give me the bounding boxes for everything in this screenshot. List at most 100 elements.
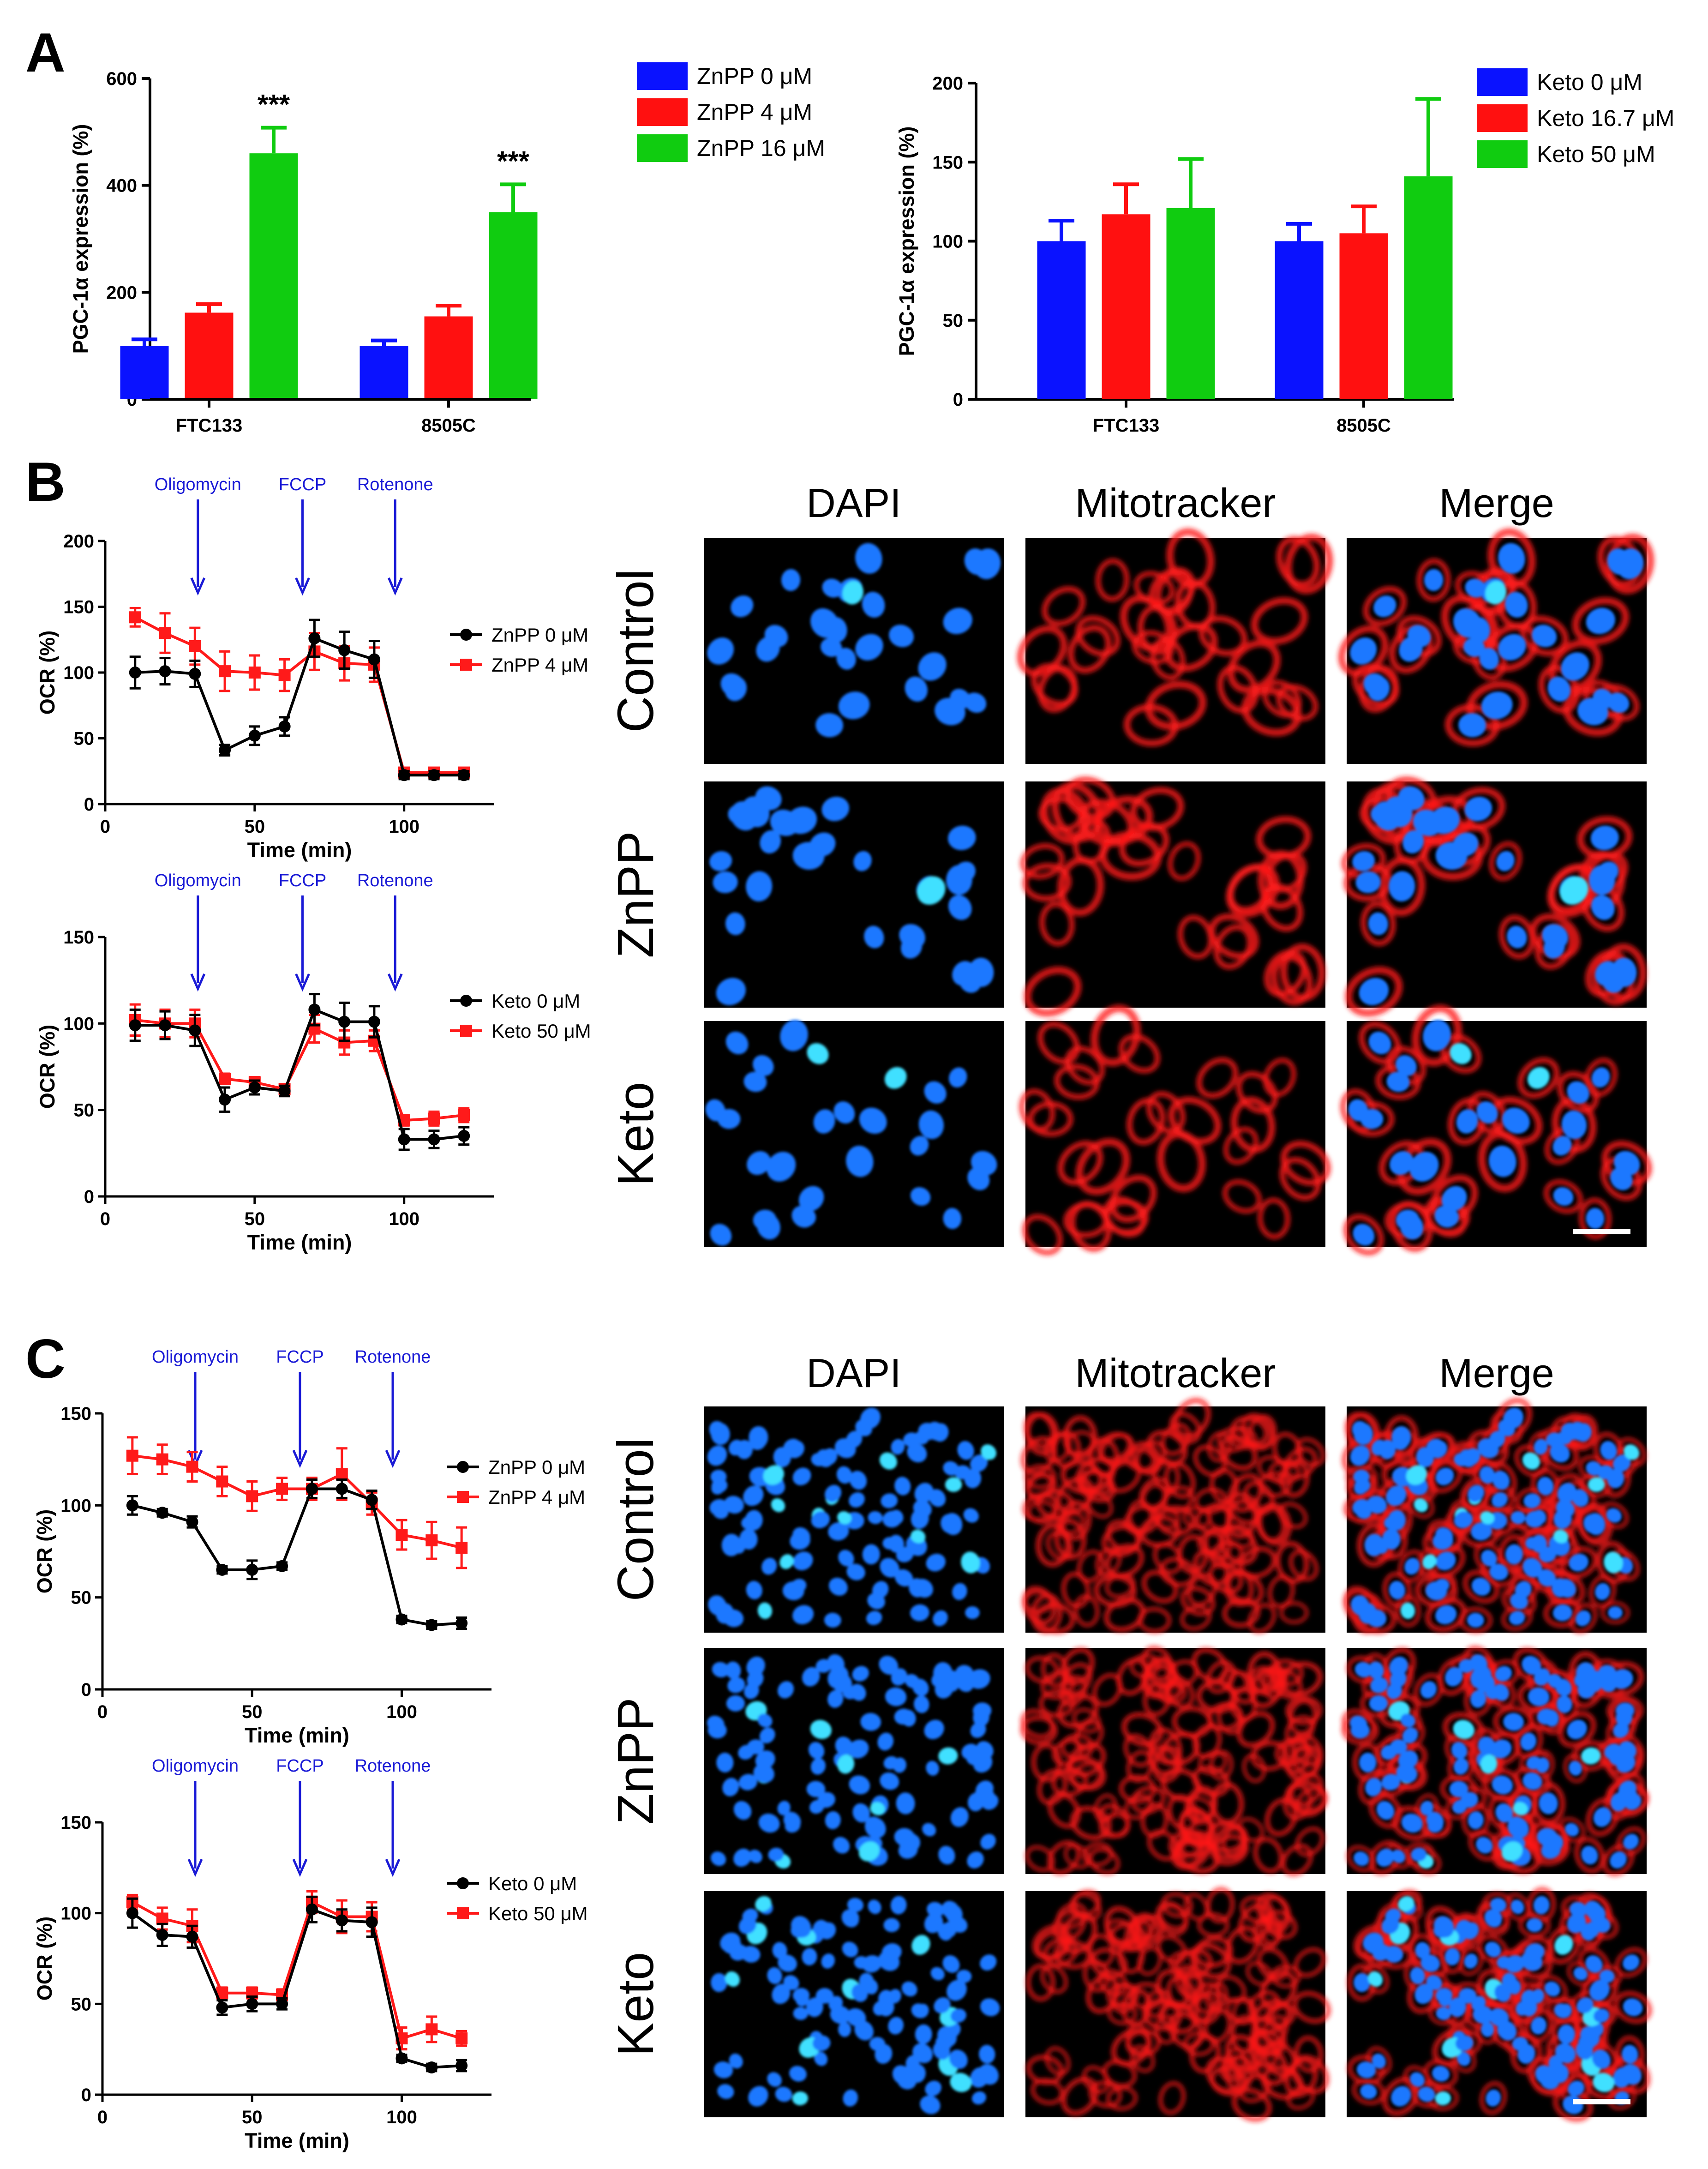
mitochondria-ring — [1247, 1665, 1273, 1694]
mitochondria-ring — [1017, 625, 1067, 677]
mitochondria-ring — [1036, 1523, 1071, 1568]
drug-event-label: Rotenone — [357, 475, 433, 494]
nucleus — [822, 578, 843, 598]
mitochondria-ring — [1501, 1605, 1533, 1631]
nucleus — [1494, 1984, 1511, 2002]
mitochondria-ring — [1125, 2029, 1161, 2057]
nucleus — [903, 1432, 920, 1447]
nucleus — [1486, 2089, 1501, 2107]
nucleus — [1567, 1913, 1586, 1933]
nucleus — [1512, 2037, 1528, 2051]
nucleus — [1368, 1971, 1383, 1987]
nucleus — [967, 1851, 984, 1869]
mitochondria-ring — [1037, 665, 1078, 713]
legend-label: ZnPP 16 μM — [697, 135, 825, 161]
micrograph-dapi — [704, 538, 1004, 764]
mitochondria-ring — [1579, 1197, 1612, 1239]
mitochondria-ring — [1022, 863, 1072, 902]
legend-marker — [457, 1491, 469, 1503]
mitochondria-ring — [1061, 2077, 1099, 2116]
mitochondria-ring — [1038, 796, 1084, 832]
mitochondria-ring — [1093, 1574, 1137, 1608]
nucleus — [815, 1920, 831, 1935]
nucleus — [879, 1452, 897, 1470]
column-label: Merge — [1439, 480, 1554, 526]
nucleus — [1359, 1603, 1377, 1624]
nucleus — [825, 1811, 841, 1829]
nucleus — [1416, 1447, 1434, 1467]
mitochondria-ring — [1088, 2080, 1122, 2108]
x-tick-label: 100 — [386, 1702, 417, 1722]
mitochondria-ring — [1073, 1594, 1100, 1627]
micrograph-mitotracker — [1017, 528, 1333, 764]
mitochondria-ring — [1258, 850, 1304, 910]
nucleus — [760, 830, 781, 853]
nucleus — [859, 1107, 887, 1134]
nucleus — [830, 2006, 851, 2024]
nucleus — [896, 1792, 915, 1815]
nucleus — [889, 625, 914, 648]
nucleus — [802, 1667, 820, 1687]
nucleus — [1435, 1467, 1454, 1485]
nucleus — [725, 1971, 740, 1987]
mitochondria-ring — [1420, 831, 1483, 881]
nucleus — [974, 1787, 995, 1806]
column-label: DAPI — [806, 1350, 901, 1396]
x-tick-label: 50 — [245, 1209, 265, 1229]
nucleus — [707, 1722, 727, 1739]
nucleus — [971, 2091, 987, 2105]
mitochondria-ring — [1251, 597, 1308, 645]
nucleus — [1558, 2024, 1575, 2044]
y-tick-label: 0 — [81, 2085, 91, 2105]
nucleus — [763, 1465, 785, 1485]
drug-event-arrowhead — [387, 577, 403, 596]
nucleus — [952, 961, 976, 986]
nucleus — [1576, 1610, 1591, 1627]
nucleus — [767, 1152, 796, 1182]
mitochondria-ring — [1194, 1982, 1221, 2014]
nucleus — [1393, 1436, 1409, 1450]
nucleus — [980, 1998, 1000, 2016]
mitochondria-ring — [1149, 1727, 1182, 1766]
nucleus — [716, 1753, 734, 1772]
nucleus — [1592, 2049, 1611, 2069]
nucleus — [1367, 677, 1390, 701]
nucleus — [833, 1837, 850, 1854]
data-point — [308, 1003, 321, 1016]
nucleus — [849, 1471, 867, 1490]
nucleus — [935, 697, 965, 726]
y-tick-label: 150 — [63, 597, 94, 618]
mitochondria-ring — [1271, 1668, 1303, 1700]
micrograph-mitotracker — [1019, 1004, 1331, 1256]
mitochondria-ring — [1544, 1179, 1583, 1214]
nucleus — [883, 1918, 900, 1932]
mitochondria-ring — [1193, 1936, 1233, 1968]
mitochondria-ring — [1142, 1999, 1182, 2031]
x-tick-label: 100 — [389, 817, 420, 837]
nucleus — [1492, 1775, 1513, 1795]
row-label: Keto — [607, 1082, 664, 1186]
nucleus — [862, 1544, 880, 1565]
mitochondria-ring — [1145, 680, 1207, 731]
mitochondria-ring — [1161, 1423, 1191, 1456]
nucleus — [716, 1603, 734, 1624]
bar — [1275, 241, 1324, 399]
y-tick-label: 200 — [932, 73, 963, 94]
nucleus — [1510, 1592, 1528, 1610]
nucleus — [733, 1848, 751, 1867]
nucleus — [1435, 1605, 1457, 1625]
nucleus — [1495, 1803, 1513, 1823]
mitochondria-ring — [1146, 1091, 1186, 1134]
mitochondria-ring — [1196, 1680, 1239, 1714]
nucleus — [716, 978, 746, 1005]
nucleus — [1624, 1444, 1639, 1460]
nucleus — [1420, 1681, 1437, 1699]
mitochondria-ring — [1152, 1458, 1181, 1492]
nucleus — [757, 1602, 773, 1619]
nucleus — [1586, 1461, 1602, 1476]
nucleus — [852, 1666, 869, 1682]
y-tick-label: 200 — [63, 531, 94, 552]
nucleus — [948, 1067, 967, 1088]
mitochondria-ring — [1192, 1765, 1230, 1797]
x-tick-label: 8505C — [1336, 415, 1391, 436]
